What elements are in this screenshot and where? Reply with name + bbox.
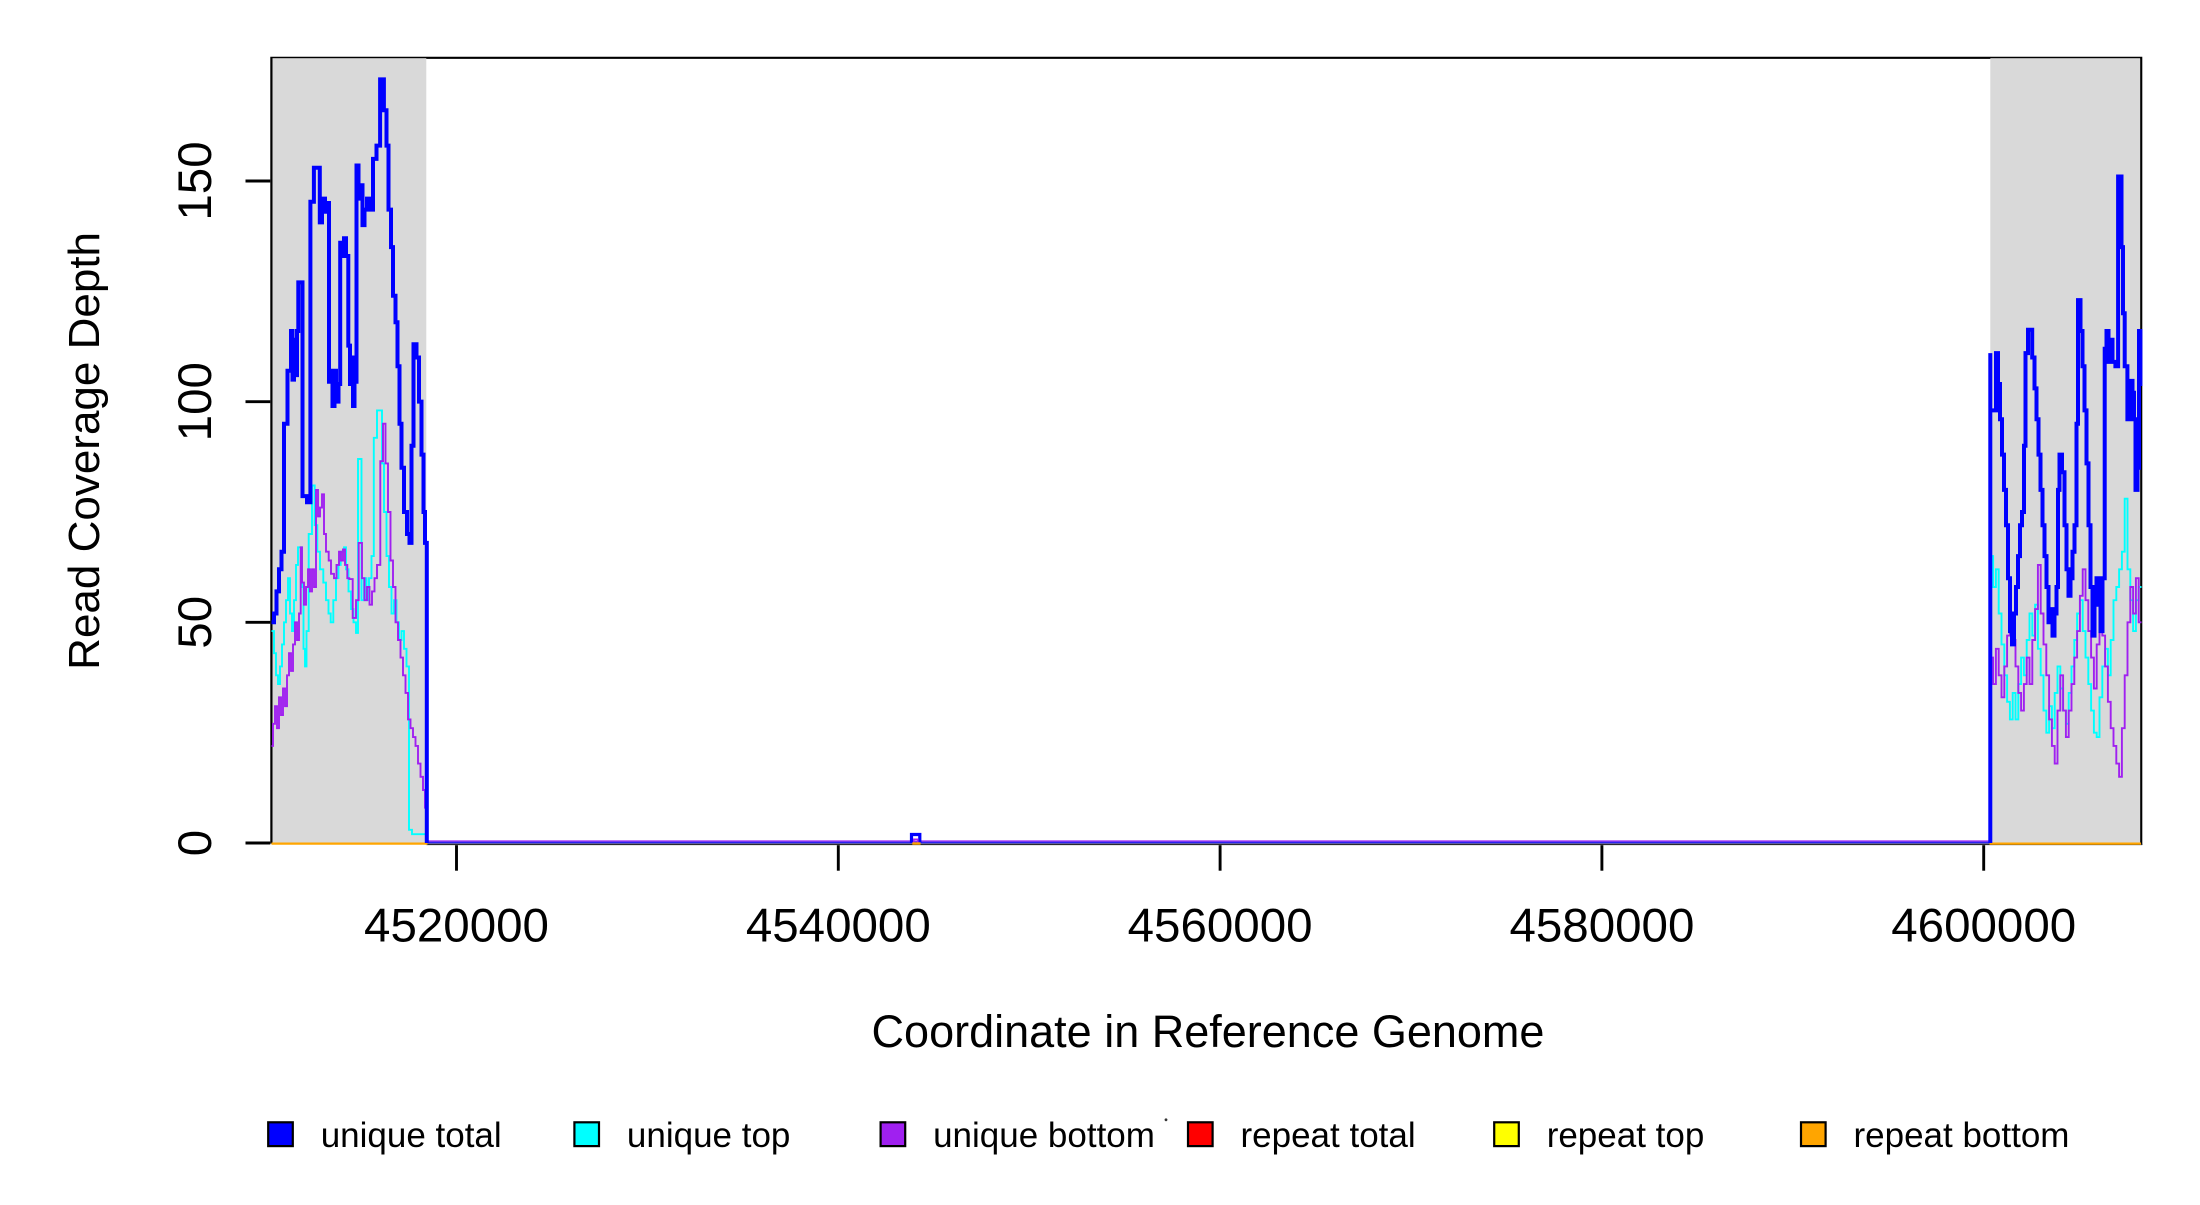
svg-text:4580000: 4580000 (1509, 900, 1694, 953)
svg-text:Coordinate in Reference Genome: Coordinate in Reference Genome (872, 1006, 1545, 1057)
svg-text:unique bottom: unique bottom (933, 1116, 1155, 1155)
svg-text:repeat bottom: repeat bottom (1854, 1116, 2070, 1155)
svg-text:0: 0 (169, 830, 222, 856)
svg-text:repeat total: repeat total (1241, 1116, 1416, 1155)
svg-text:4540000: 4540000 (746, 900, 931, 953)
svg-text:repeat top: repeat top (1547, 1116, 1705, 1155)
svg-text:4520000: 4520000 (364, 900, 549, 953)
svg-text:unique top: unique top (627, 1116, 790, 1155)
svg-text:50: 50 (169, 596, 222, 649)
svg-text:Read Coverage Depth: Read Coverage Depth (60, 232, 109, 670)
svg-text:4560000: 4560000 (1128, 900, 1313, 953)
svg-text:4600000: 4600000 (1891, 900, 2076, 953)
svg-text:100: 100 (169, 362, 222, 441)
svg-text:150: 150 (169, 141, 222, 220)
svg-text:unique total: unique total (321, 1116, 502, 1155)
